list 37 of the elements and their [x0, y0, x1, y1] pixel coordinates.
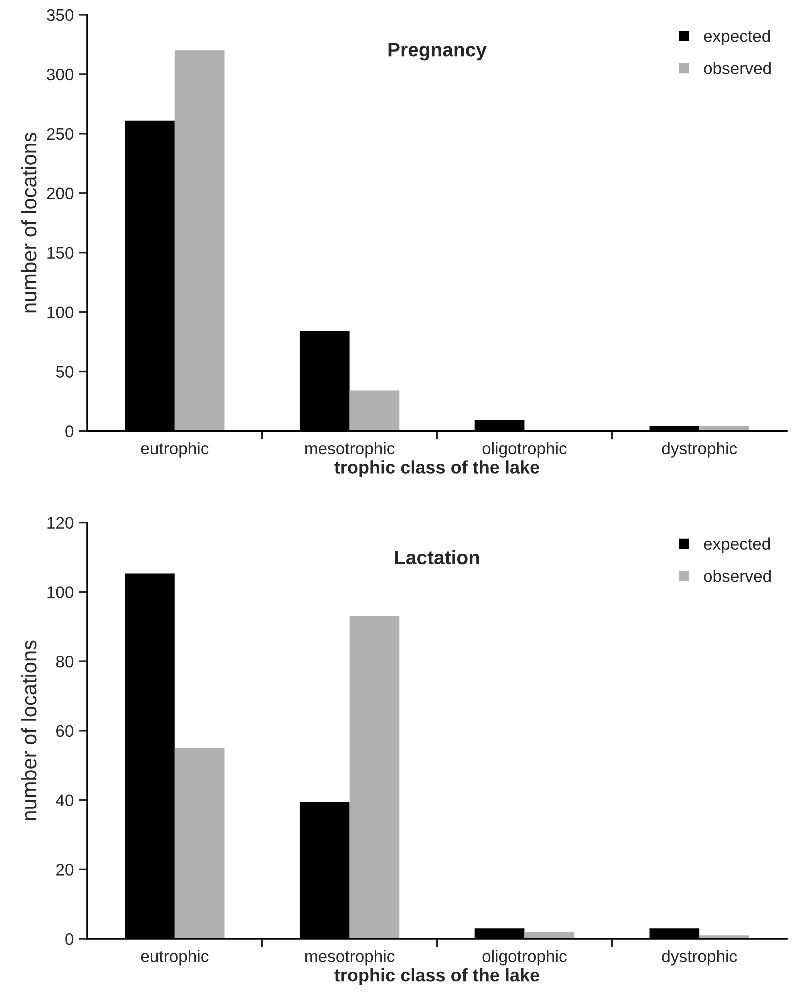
y-tick-label: 50	[56, 366, 74, 378]
y-tick-label: 150	[48, 247, 74, 260]
legend-label: observed	[704, 570, 771, 582]
y-axis-title: number of locations	[21, 640, 37, 820]
x-tick-label: mesotrophic	[306, 950, 395, 966]
legend-label: expected	[704, 30, 770, 46]
y-tick-label: 120	[48, 517, 74, 530]
x-tick-label: oligotrophic	[482, 442, 567, 458]
legend-label: observed	[704, 62, 771, 74]
y-tick-label: 60	[56, 725, 74, 738]
y-tick-label: 0	[66, 426, 74, 438]
y-tick-label: 100	[48, 306, 74, 319]
bar	[350, 616, 400, 940]
x-axis-title: trophic class of the lake	[334, 968, 540, 986]
x-tick-label: eutrophic	[141, 442, 209, 458]
legend-label: expected	[704, 538, 770, 554]
y-tick-label: 100	[48, 586, 74, 598]
y-tick-label: 40	[56, 794, 74, 807]
x-tick-label: mesotrophic	[306, 442, 395, 458]
x-tick-label: oligotrophic	[482, 950, 567, 966]
bar	[174, 50, 225, 432]
y-tick-label: 0	[66, 933, 74, 946]
y-tick-label: 80	[56, 656, 74, 668]
x-tick-label: dystrophic	[662, 442, 738, 458]
y-tick-label: 20	[56, 864, 74, 876]
y-tick-label: 300	[47, 68, 74, 81]
x-axis-title: trophic class of the lake	[334, 460, 540, 478]
y-axis-title: number of locations	[21, 132, 37, 313]
y-tick-label: 350	[47, 9, 74, 22]
y-tick-label: 200	[47, 188, 74, 200]
bar	[350, 390, 400, 432]
text: Pregnancy	[388, 43, 487, 61]
y-tick-label: 250	[47, 128, 74, 140]
x-tick-label: eutrophic	[141, 950, 209, 966]
text: Lactation	[395, 550, 480, 565]
bar	[174, 748, 225, 940]
x-tick-label: dystrophic	[662, 950, 738, 966]
